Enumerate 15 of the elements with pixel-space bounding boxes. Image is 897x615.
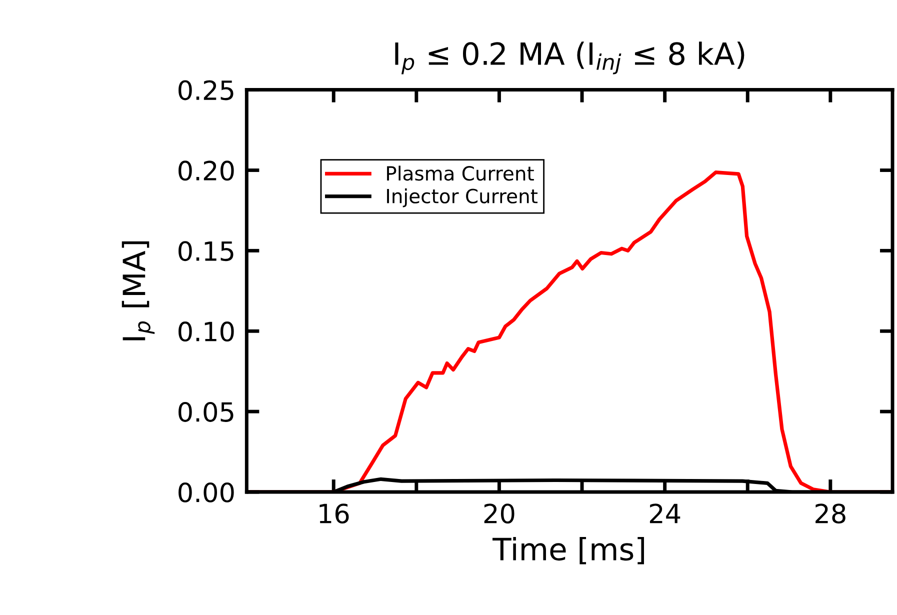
legend-label: Injector Current bbox=[387, 188, 538, 208]
y-axis-title: I$_{p}$ [MA] bbox=[122, 241, 155, 340]
x-tick-label: 28 bbox=[816, 504, 846, 524]
y-tick-label: 0.20 bbox=[178, 160, 234, 181]
x-tick-label: 20 bbox=[484, 504, 514, 524]
x-axis-title: Time [ms] bbox=[492, 536, 644, 564]
x-tick-label: 24 bbox=[650, 504, 680, 524]
legend-label: Plasma Current bbox=[387, 166, 534, 181]
y-tick-label: 0.10 bbox=[178, 322, 234, 342]
y-tick-label: 0.25 bbox=[178, 80, 234, 100]
chart-title: I$_{p}$ ≤ 0.2 MA (I$_{inj}$ ≤ 8 kA) bbox=[395, 42, 744, 74]
y-tick-label: 0.00 bbox=[178, 482, 234, 502]
y-tick-label: 0.15 bbox=[178, 241, 234, 262]
x-tick-label: 16 bbox=[320, 504, 349, 524]
y-tick-label: 0.05 bbox=[178, 402, 234, 422]
